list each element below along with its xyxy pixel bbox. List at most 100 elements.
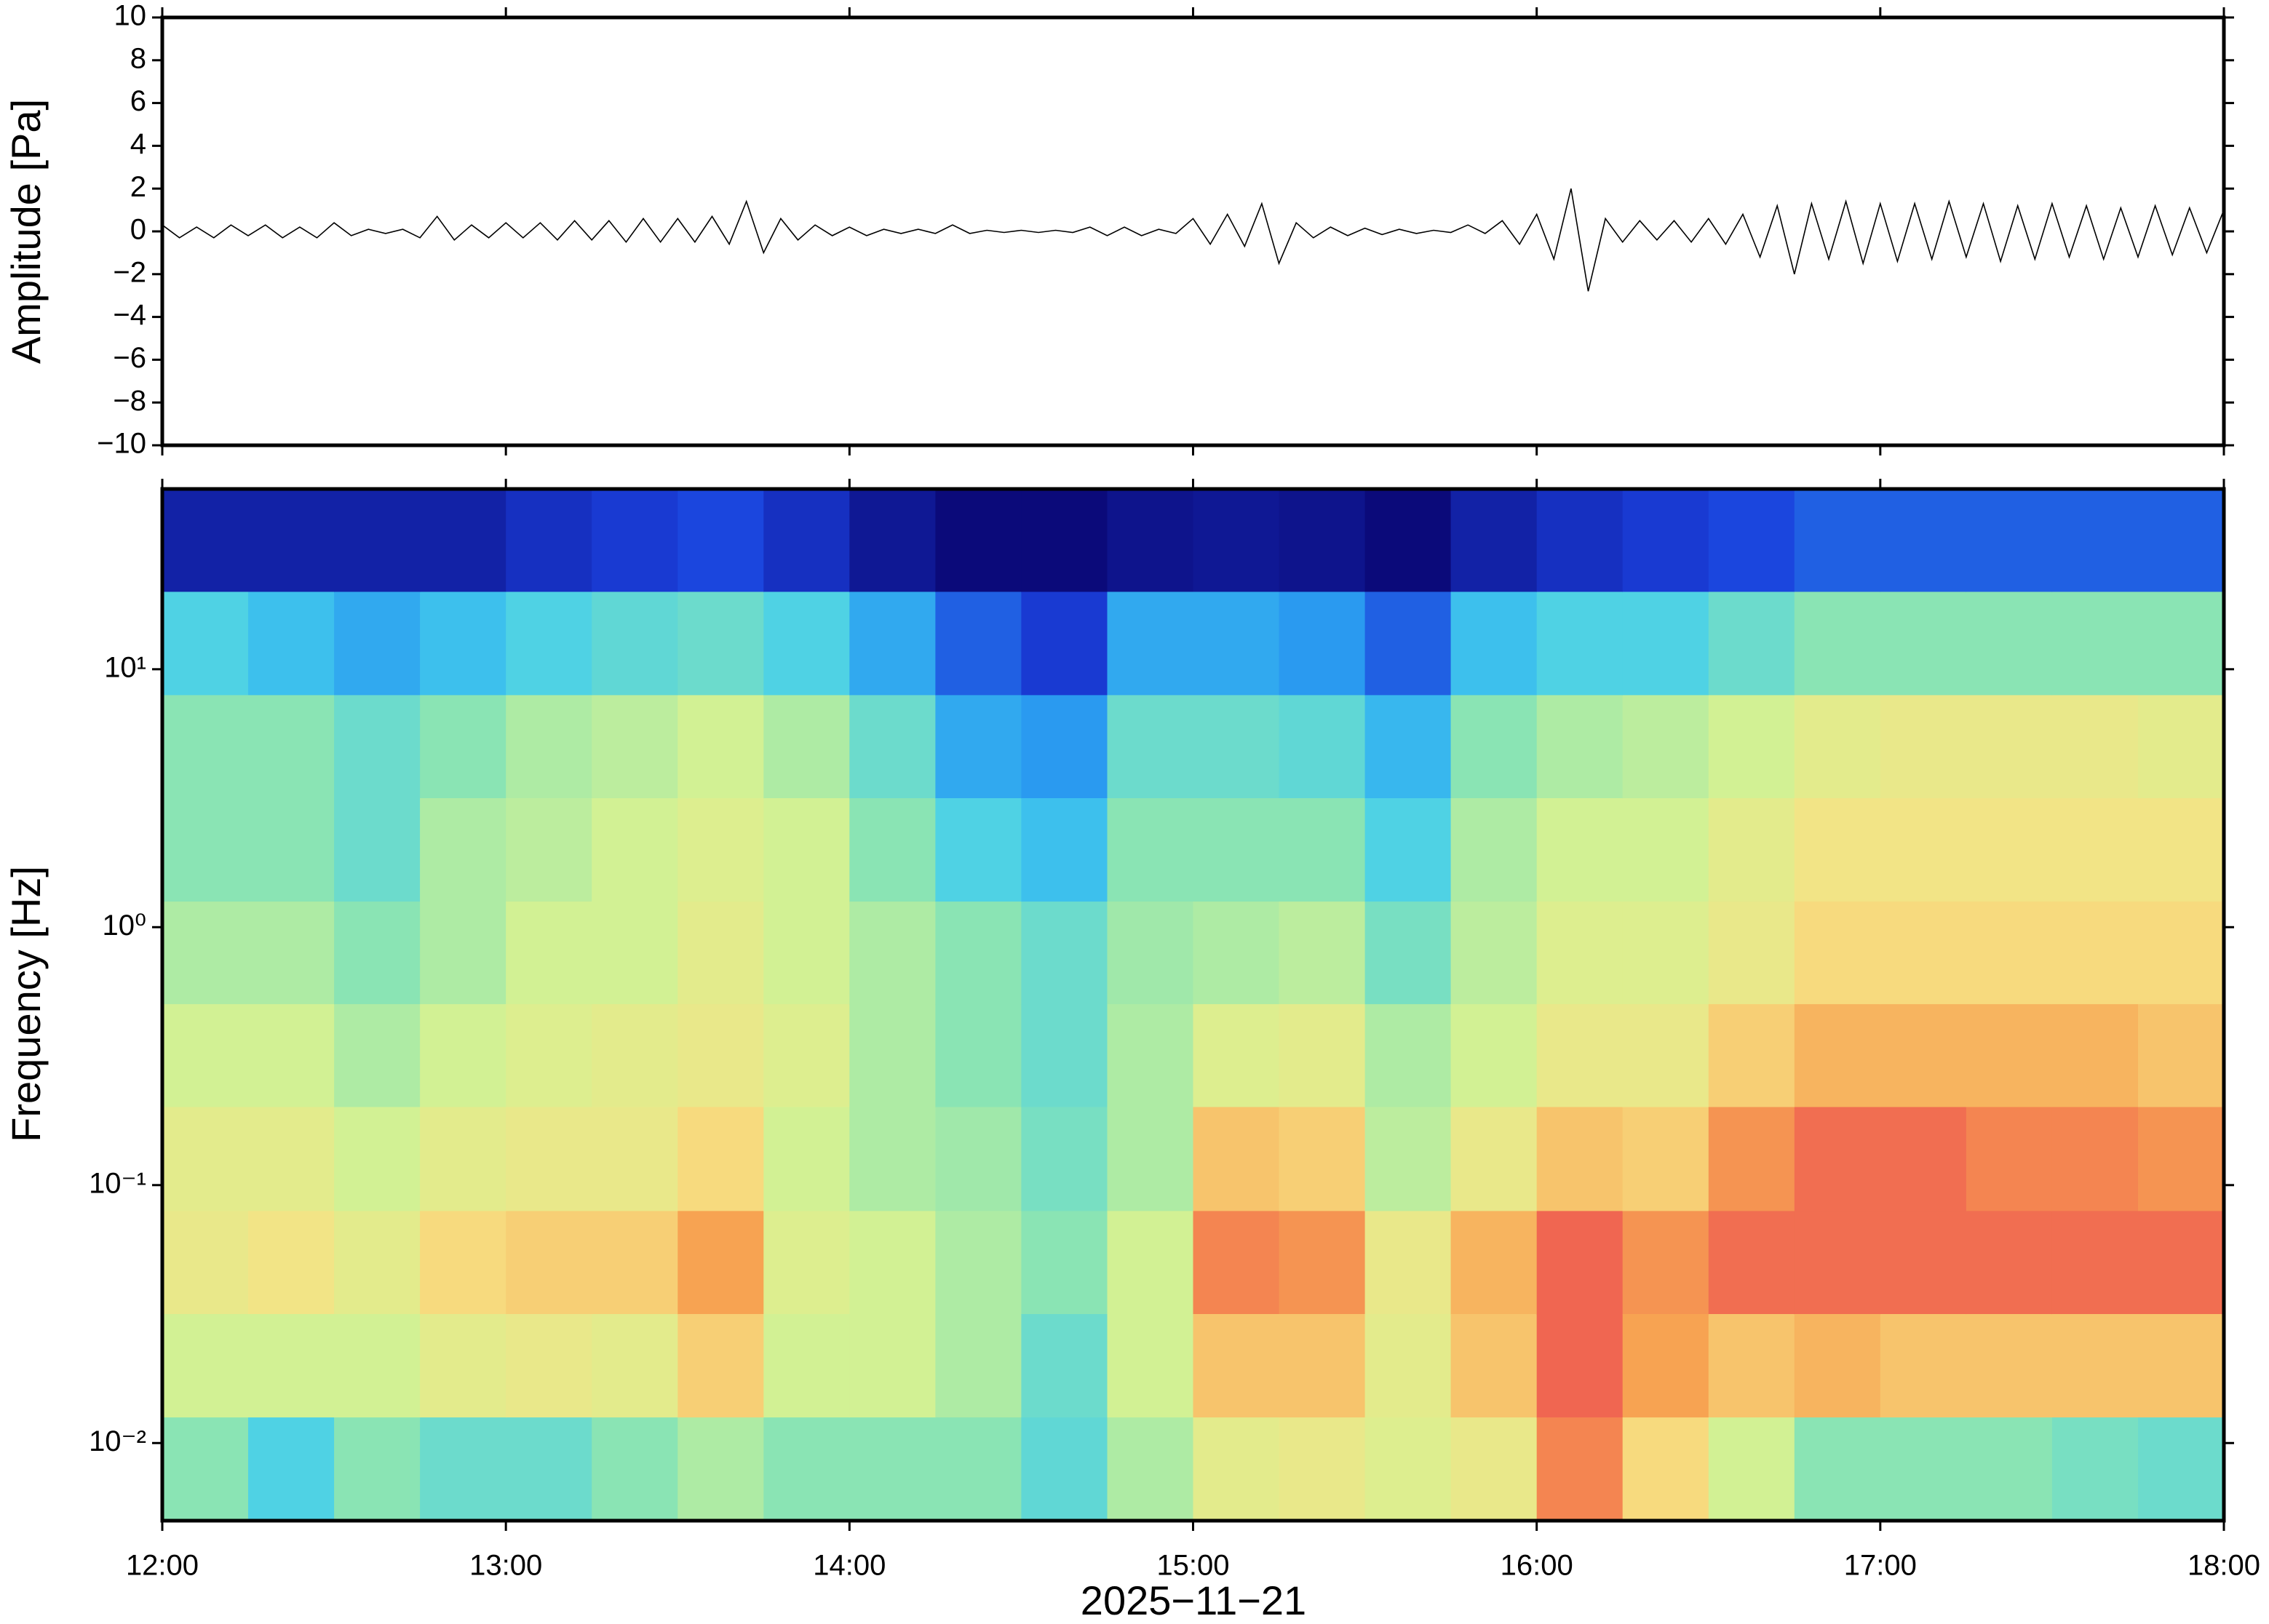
spectrogram-cell	[420, 489, 506, 593]
spectrogram-cell	[248, 489, 335, 593]
spectrogram-cell	[2051, 1004, 2139, 1108]
spectrogram-cell	[2051, 1107, 2139, 1212]
spectrogram-cell	[1708, 1314, 1795, 1418]
spectrogram-cell	[1279, 489, 1366, 593]
spectrogram-cell	[1880, 1417, 1967, 1521]
spectrogram-cell	[1794, 592, 1881, 696]
spectrogram-cell	[2138, 901, 2224, 1005]
spectrogram-cell	[1794, 1314, 1881, 1418]
spectrogram-cell	[1364, 489, 1452, 593]
spectrogram-cell	[506, 592, 592, 696]
spectrogram-cell	[935, 1107, 1022, 1212]
spectrogram-cell	[420, 901, 506, 1005]
spectrogram-cell	[1966, 1107, 2053, 1212]
plot-area	[162, 489, 2224, 1521]
spectrogram-cell	[935, 1004, 1022, 1108]
spectrogram-cell	[1880, 1107, 1967, 1212]
spectrogram-cell	[506, 798, 592, 902]
waveform	[162, 188, 2224, 292]
y-axis-label: Amplitude [Pa]	[3, 99, 49, 364]
spectrogram-cell	[1794, 1004, 1881, 1108]
spectrogram-cell	[849, 1004, 937, 1108]
spectrogram-cell	[506, 1107, 592, 1212]
spectrogram-cell	[2051, 1211, 2139, 1315]
spectrogram-cell	[935, 1211, 1022, 1315]
spectrogram-cell	[763, 1107, 851, 1212]
spectrogram-cell	[1279, 798, 1366, 902]
spectrogram-cell	[248, 1314, 335, 1418]
plot-area	[162, 188, 2224, 292]
spectrogram-cell	[1708, 1107, 1795, 1212]
spectrogram-cell	[1708, 1004, 1795, 1108]
y-tick-label: 10⁰	[102, 909, 146, 942]
spectrogram-cell	[2138, 1004, 2224, 1108]
spectrogram-cell	[1536, 592, 1624, 696]
spectrogram-cell	[1364, 695, 1452, 799]
spectrogram-cell	[1021, 489, 1108, 593]
spectrogram-cell	[1107, 489, 1194, 593]
spectrogram-cell	[592, 1211, 678, 1315]
spectrogram-cell	[2051, 901, 2139, 1005]
spectrogram-cell	[1794, 1211, 1881, 1315]
spectrogram-cell	[1794, 695, 1881, 799]
spectrogram-cell	[1193, 592, 1280, 696]
spectrogram-cell	[2051, 1314, 2139, 1418]
y-tick-label: 6	[130, 85, 146, 117]
spectrogram-cell	[1880, 1314, 1967, 1418]
spectrogram-cell	[1107, 592, 1194, 696]
spectrogram-cell	[592, 798, 678, 902]
x-tick-label: 16:00	[1501, 1550, 1573, 1582]
spectrogram-cell	[2138, 1107, 2224, 1212]
spectrogram-cell	[248, 1211, 335, 1315]
spectrogram-cell	[506, 489, 592, 593]
spectrogram-cell	[1622, 1004, 1709, 1108]
spectrogram-cell	[1708, 695, 1795, 799]
spectrogram-cell	[1966, 1004, 2053, 1108]
y-tick-label: −6	[113, 342, 146, 374]
spectrogram-cell	[849, 798, 937, 902]
spectrogram-cell	[1021, 1004, 1108, 1108]
spectrogram-cell	[1536, 901, 1624, 1005]
spectrogram-cell	[162, 592, 249, 696]
spectrogram-cell	[506, 695, 592, 799]
spectrogram-cell	[248, 1004, 335, 1108]
spectrogram-cell	[1708, 901, 1795, 1005]
x-tick-label: 12:00	[126, 1550, 199, 1582]
spectrogram-cell	[334, 695, 421, 799]
spectrogram-cell	[1880, 489, 1967, 593]
spectrogram-cell	[1622, 1417, 1709, 1521]
spectrogram-cell	[334, 1004, 421, 1108]
spectrogram-cell	[2051, 798, 2139, 902]
y-tick-label: 10⁻¹	[89, 1167, 146, 1199]
spectrogram-cell	[1536, 1211, 1624, 1315]
spectrogram-cell	[334, 1314, 421, 1418]
spectrogram-cell	[1708, 1211, 1795, 1315]
spectrogram-cell	[1794, 1417, 1881, 1521]
spectrogram-cell	[506, 901, 592, 1005]
spectrogram-cell	[849, 489, 937, 593]
spectrogram-cell	[1279, 1417, 1366, 1521]
spectrogram-cell	[420, 1314, 506, 1418]
spectrogram-cell	[1880, 798, 1967, 902]
spectrogram-cell	[1794, 489, 1881, 593]
spectrogram-cell	[1279, 1004, 1366, 1108]
spectrogram-cell	[1536, 489, 1624, 593]
spectrogram-cell	[1966, 1314, 2053, 1418]
spectrogram-cell	[1966, 592, 2053, 696]
spectrogram-cell	[1536, 695, 1624, 799]
spectrogram-cell	[1364, 592, 1452, 696]
spectrogram-cell	[162, 489, 249, 593]
spectrogram-cell	[1880, 901, 1967, 1005]
spectrogram-cell	[763, 1314, 851, 1418]
spectrogram-cell	[935, 489, 1022, 593]
spectrogram-cell	[1193, 1211, 1280, 1315]
spectrogram-cell	[1708, 592, 1795, 696]
y-tick-label: −8	[113, 385, 146, 417]
spectrogram-cell	[592, 592, 678, 696]
spectrogram-cell	[1622, 798, 1709, 902]
spectrogram-cell	[334, 1107, 421, 1212]
spectrogram-cell	[2138, 489, 2224, 593]
x-tick-label: 17:00	[1844, 1550, 1917, 1582]
spectrogram-cell	[334, 901, 421, 1005]
